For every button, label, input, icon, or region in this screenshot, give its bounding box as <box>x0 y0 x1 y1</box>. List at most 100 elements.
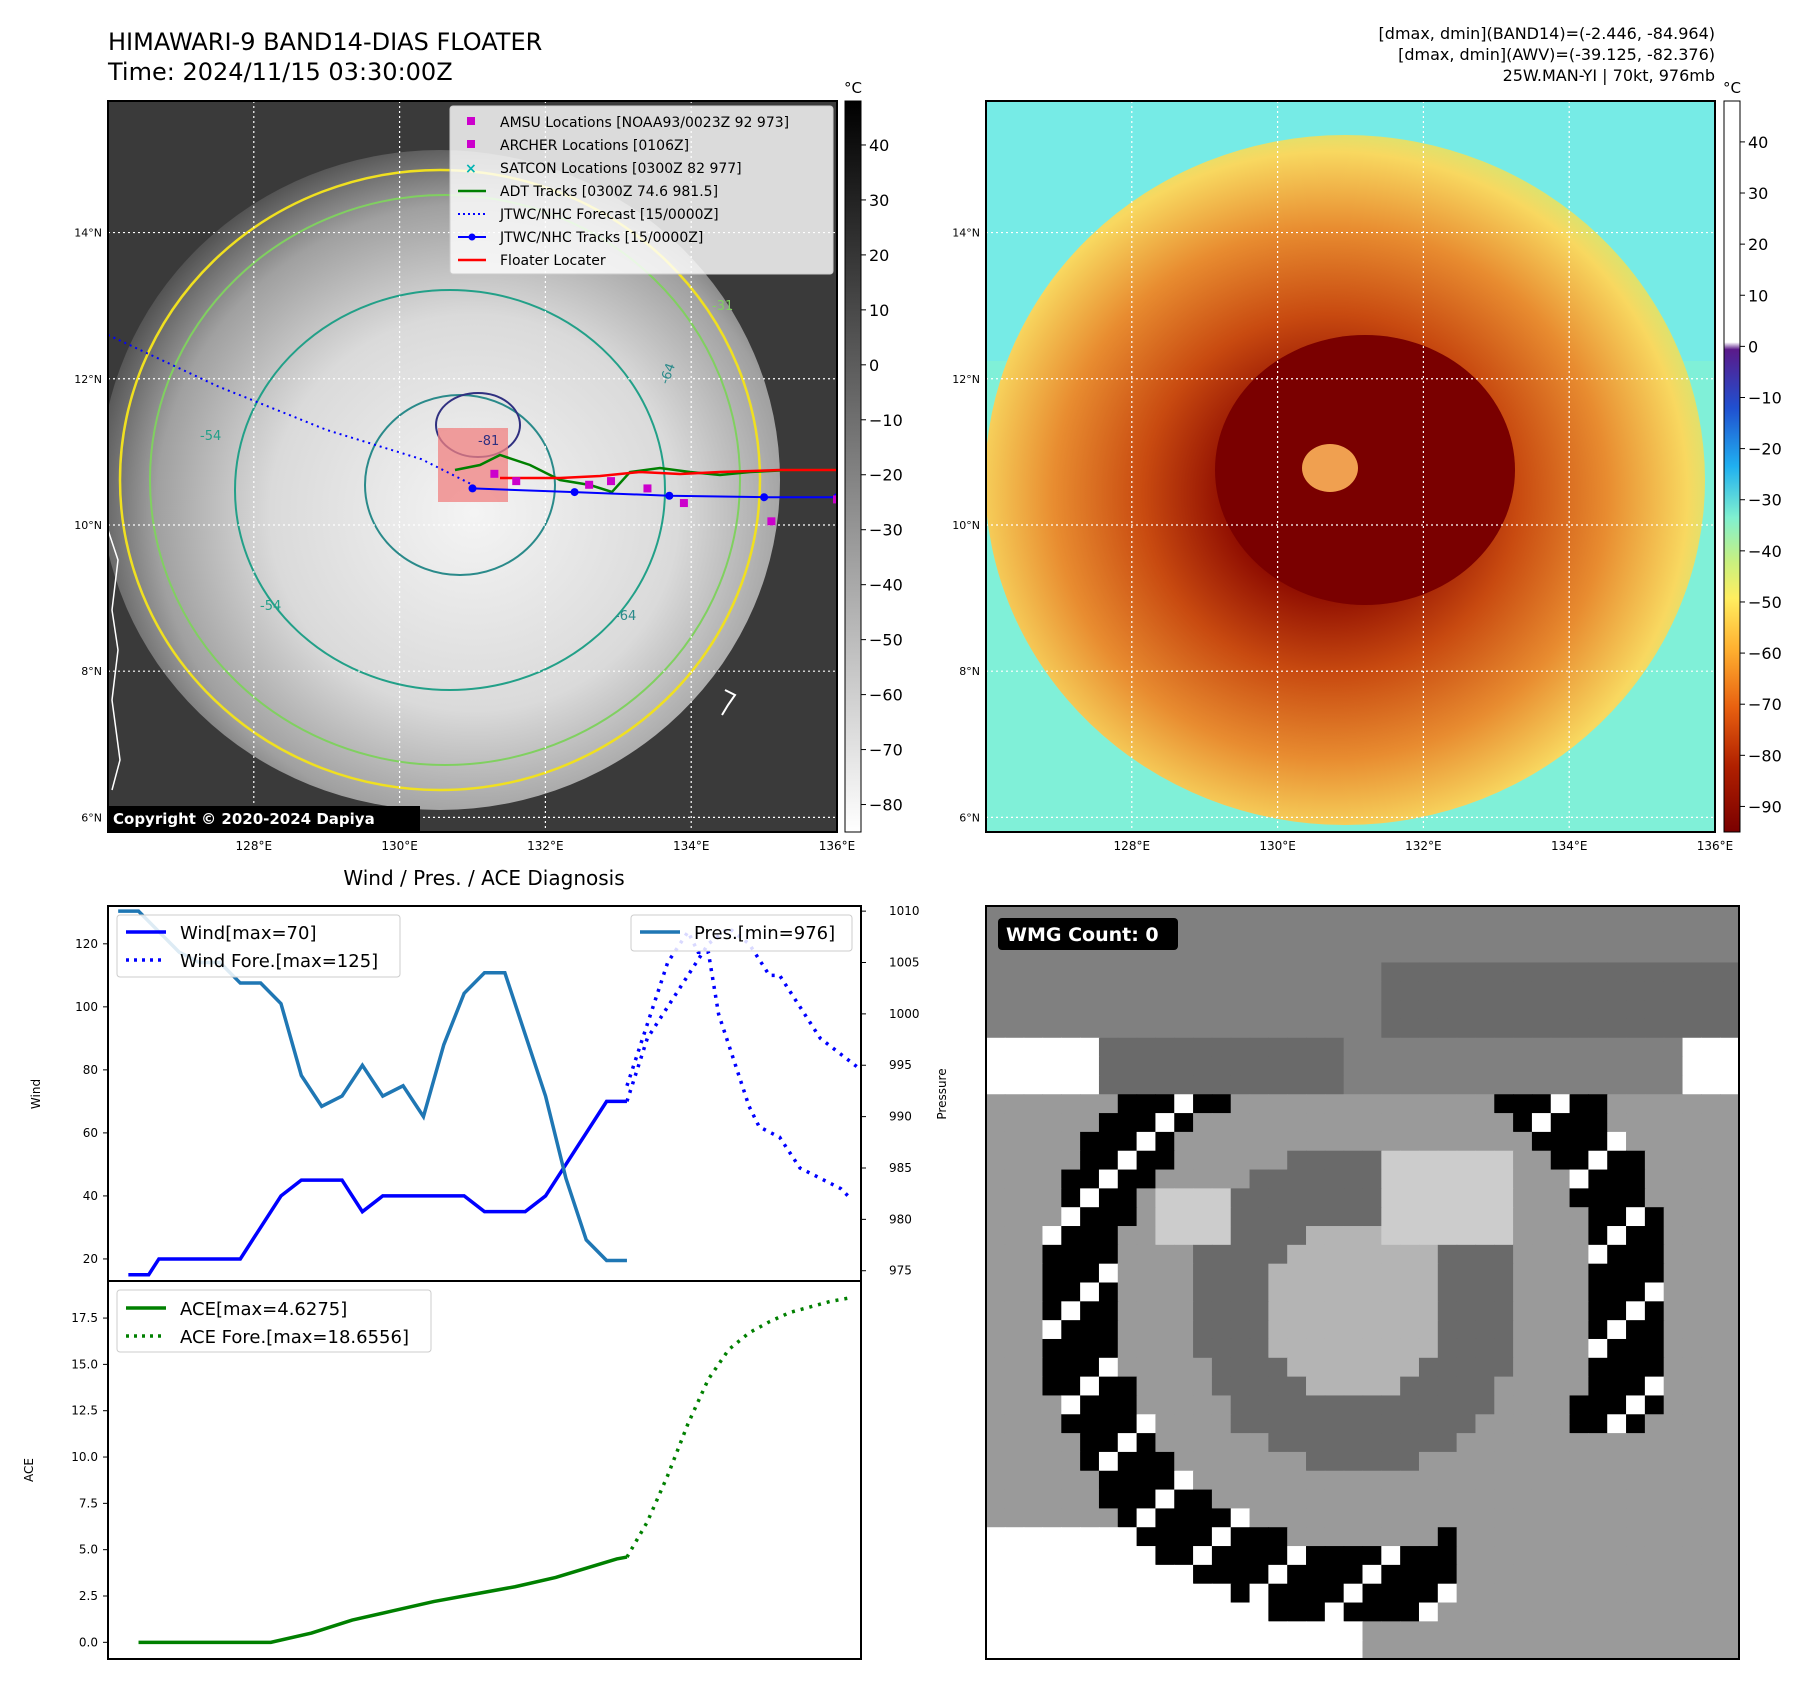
colorbar-tick-label: −70 <box>1748 695 1782 714</box>
wmg-pixel <box>1211 1207 1232 1227</box>
wmg-pixel <box>1174 1433 1194 1453</box>
wmg-pixel <box>1268 1018 1288 1039</box>
wmg-pixel <box>1513 1226 1533 1246</box>
amsu-point <box>607 477 616 486</box>
wmg-pixel <box>1249 1037 1269 1058</box>
wmg-pixel <box>1004 1244 1025 1265</box>
wmg-pixel <box>1343 906 1364 926</box>
wmg-pixel <box>1475 1056 1495 1077</box>
wmg-pixel <box>1343 943 1364 964</box>
wmg-pixel <box>1588 1320 1608 1340</box>
wmg-pixel <box>1249 962 1269 982</box>
wmg-pixel <box>1211 943 1232 964</box>
wmg-pixel <box>1437 962 1458 982</box>
wmg-pixel <box>1117 1018 1138 1039</box>
wmg-pixel <box>1324 1282 1345 1302</box>
wmg-pixel <box>1136 1113 1157 1133</box>
wmg-pixel <box>1644 1075 1665 1095</box>
wmg-pixel <box>1211 1376 1232 1397</box>
wmg-pixel <box>1400 1000 1420 1020</box>
wmg-pixel <box>1174 1320 1194 1340</box>
colorbar-tick-label: −60 <box>869 686 903 705</box>
wmg-pixel <box>1531 1244 1552 1265</box>
wmg-pixel <box>1682 1433 1702 1453</box>
wmg-pixel <box>1155 1470 1175 1491</box>
wmg-pixel <box>1268 1000 1288 1020</box>
wmg-pixel <box>1174 1621 1194 1641</box>
wmg-pixel <box>1362 1621 1382 1641</box>
wmg-pixel <box>1626 1000 1646 1020</box>
wmg-pixel <box>1098 1508 1119 1528</box>
wmg-pixel <box>1362 1508 1382 1528</box>
wmg-pixel <box>1230 1113 1251 1133</box>
wmg-pixel <box>1362 1602 1382 1622</box>
wmg-pixel <box>986 1414 1006 1434</box>
wmg-pixel <box>1287 1113 1307 1133</box>
wmg-pixel <box>1400 1546 1420 1566</box>
wmg-pixel <box>1136 1094 1157 1114</box>
wmg-pixel <box>1456 1395 1477 1415</box>
wmg-pixel <box>1004 1094 1025 1114</box>
wmg-pixel <box>1174 924 1194 945</box>
wmg-pixel <box>1400 1037 1420 1058</box>
wmg-pixel <box>1682 1320 1702 1340</box>
wmg-pixel <box>1174 1470 1194 1491</box>
wmg-pixel <box>1569 1546 1589 1566</box>
wmg-pixel <box>1343 1602 1364 1622</box>
wmg-pixel <box>1456 962 1477 982</box>
wmg-pixel <box>1607 1320 1627 1340</box>
wmg-pixel <box>1475 1414 1495 1434</box>
wmg-pixel <box>986 1489 1006 1509</box>
wmg-pixel <box>1249 1301 1269 1321</box>
wmg-pixel <box>1230 1320 1251 1340</box>
wmg-pixel <box>1663 1527 1684 1547</box>
wmg-pixel <box>1701 1489 1721 1509</box>
wmg-pixel <box>1663 1018 1684 1039</box>
wmg-pixel <box>1042 1188 1062 1208</box>
wmg-pixel <box>1174 943 1194 964</box>
pressure-ytick-label: 1005 <box>889 956 920 970</box>
wmg-pixel <box>1588 1395 1608 1415</box>
wmg-pixel <box>1513 1056 1533 1077</box>
wmg-pixel <box>1061 1338 1081 1359</box>
wmg-pixel <box>1306 924 1326 945</box>
wmg-pixel <box>1362 1263 1382 1284</box>
wmg-pixel <box>1249 981 1269 1001</box>
wmg-pixel <box>1418 981 1439 1001</box>
wmg-pixel <box>1663 1000 1684 1020</box>
wmg-pixel <box>1607 1376 1627 1397</box>
wmg-pixel <box>1418 1207 1439 1227</box>
wmg-pixel <box>1249 1583 1269 1604</box>
wmg-pixel <box>1362 1000 1382 1020</box>
wmg-pixel <box>1569 1621 1589 1641</box>
wmg-pixel <box>1381 1470 1401 1491</box>
wmg-pixel <box>1513 1470 1533 1491</box>
wmg-pixel <box>1098 1056 1119 1077</box>
wmg-pixel <box>1626 1150 1646 1171</box>
wmg-pixel <box>1211 1470 1232 1491</box>
wmg-pixel <box>1701 1000 1721 1020</box>
wmg-pixel <box>1362 1113 1382 1133</box>
wmg-pixel <box>1004 1131 1025 1152</box>
wmg-pixel <box>1494 962 1514 982</box>
wmg-pixel <box>1023 1226 1044 1246</box>
wmg-pixel <box>1644 1508 1665 1528</box>
wmg-pixel <box>1400 1056 1420 1077</box>
wmg-pixel <box>1193 962 1213 982</box>
wmg-pixel <box>1682 1451 1702 1472</box>
wmg-pixel <box>1306 1263 1326 1284</box>
wmg-pixel <box>1644 1000 1665 1020</box>
wmg-pixel <box>1042 1150 1062 1171</box>
wmg-pixel <box>1381 1075 1401 1095</box>
wmg-pixel <box>1004 1640 1025 1660</box>
wmg-pixel <box>1306 1451 1326 1472</box>
wmg-pixel <box>1569 1564 1589 1585</box>
wmg-pixel <box>1230 1621 1251 1641</box>
wmg-pixel <box>1042 1113 1062 1133</box>
copyright-bg <box>108 806 420 831</box>
wmg-pixel <box>1324 1470 1345 1491</box>
wmg-pixel <box>1136 962 1157 982</box>
wmg-pixel <box>1136 1226 1157 1246</box>
wmg-pixel <box>1287 1583 1307 1604</box>
legend-track-label: JTWC/NHC Tracks [15/0000Z] <box>499 230 703 246</box>
